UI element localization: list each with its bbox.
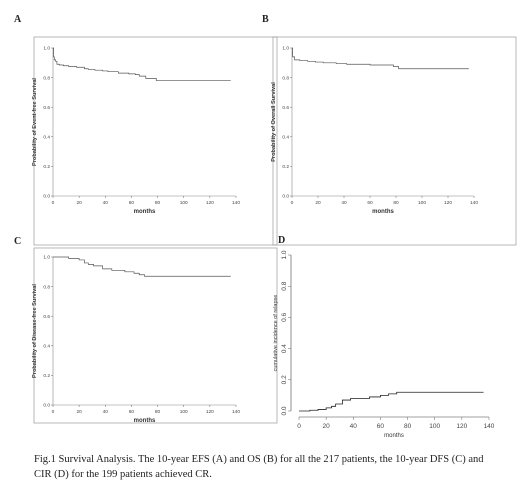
x-tick-label: 60 <box>367 200 373 206</box>
y-tick-label: 1.0 <box>43 255 50 261</box>
y-axis-label: cumulative incidence of relapse <box>273 295 279 372</box>
x-tick-label: 0 <box>297 423 301 430</box>
y-tick-label: 0.0 <box>43 403 50 409</box>
y-tick-label: 0.8 <box>43 284 50 290</box>
x-tick-label: 60 <box>129 409 135 415</box>
x-tick-label: 80 <box>393 200 399 206</box>
x-tick-label: 80 <box>155 200 161 206</box>
y-axis-label: Probability of Overall Survival <box>271 82 277 162</box>
survival-curve <box>299 391 484 412</box>
x-tick-label: 120 <box>206 409 214 415</box>
survival-curve <box>292 47 469 70</box>
x-tick-label: 140 <box>232 200 240 206</box>
x-tick-label: 20 <box>76 200 82 206</box>
x-tick-label: 120 <box>444 200 452 206</box>
x-tick-label: 60 <box>129 200 135 206</box>
panel-letter: D <box>278 235 285 246</box>
y-tick-label: 1.0 <box>281 250 288 259</box>
panel-frame <box>33 247 278 424</box>
x-tick-label: 40 <box>341 200 347 206</box>
x-tick-label: 140 <box>232 409 240 415</box>
panel-frame <box>33 36 278 246</box>
x-tick-label: 20 <box>76 409 82 415</box>
y-axis-label: Probability of Disease-free Survival <box>32 284 38 378</box>
x-tick-label: 20 <box>323 423 331 430</box>
x-axis-label: months <box>384 433 404 439</box>
x-tick-label: 100 <box>180 409 188 415</box>
y-tick-label: 0.6 <box>281 313 288 322</box>
y-tick-label: 0.6 <box>43 314 50 320</box>
y-tick-label: 0.0 <box>281 406 288 415</box>
y-tick-label: 0.4 <box>43 135 50 141</box>
x-tick-label: 80 <box>404 423 412 430</box>
panel-frame <box>272 36 517 246</box>
figure-caption: Fig.1 Survival Analysis. The 10-year EFS… <box>34 454 484 480</box>
y-tick-label: 1.0 <box>43 46 50 52</box>
x-axis-label: months <box>134 418 156 424</box>
x-tick-label: 100 <box>429 423 440 430</box>
y-tick-label: 0.6 <box>282 105 289 111</box>
y-axis-label: Probability of Event-free Survival <box>32 78 38 166</box>
panel-letter: B <box>262 14 269 25</box>
x-tick-label: 120 <box>206 200 214 206</box>
y-tick-label: 0.4 <box>43 344 50 350</box>
x-tick-label: 140 <box>484 423 495 430</box>
x-tick-label: 0 <box>52 409 55 415</box>
x-tick-label: 40 <box>350 423 358 430</box>
y-tick-label: 0.0 <box>43 194 50 200</box>
y-tick-label: 0.6 <box>43 105 50 111</box>
x-tick-label: 40 <box>103 409 109 415</box>
x-tick-label: 140 <box>470 200 478 206</box>
panel-letter: C <box>14 236 21 247</box>
y-tick-label: 0.8 <box>282 75 289 81</box>
y-tick-label: 0.2 <box>282 164 289 170</box>
survival-curve <box>53 256 231 277</box>
x-tick-label: 100 <box>418 200 426 206</box>
x-axis-label: months <box>372 209 394 215</box>
x-tick-label: 0 <box>52 200 55 206</box>
y-tick-label: 0.8 <box>281 281 288 290</box>
x-tick-label: 100 <box>180 200 188 206</box>
y-tick-label: 0.2 <box>281 375 288 384</box>
y-tick-label: 0.4 <box>281 344 288 353</box>
y-tick-label: 0.4 <box>282 135 289 141</box>
y-tick-label: 0.2 <box>43 373 50 379</box>
x-tick-label: 20 <box>315 200 321 206</box>
x-tick-label: 40 <box>103 200 109 206</box>
x-tick-label: 0 <box>291 200 294 206</box>
y-tick-label: 1.0 <box>282 46 289 52</box>
x-tick-label: 120 <box>456 423 467 430</box>
y-tick-label: 0.0 <box>282 194 289 200</box>
x-axis-label: months <box>134 209 156 215</box>
x-tick-label: 60 <box>377 423 385 430</box>
y-tick-label: 0.8 <box>43 75 50 81</box>
panel-letter: A <box>14 14 22 25</box>
x-tick-label: 80 <box>155 409 161 415</box>
y-tick-label: 0.2 <box>43 164 50 170</box>
survival-curve <box>53 47 231 81</box>
